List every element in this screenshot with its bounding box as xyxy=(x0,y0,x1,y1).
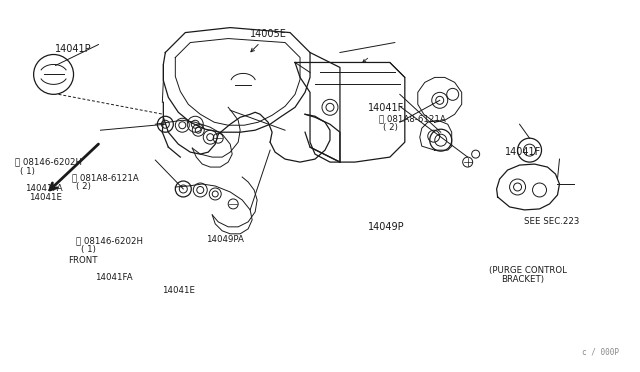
Text: ( 2): ( 2) xyxy=(76,182,91,191)
Text: 14049PA: 14049PA xyxy=(206,235,244,244)
Text: 14041FA: 14041FA xyxy=(25,185,63,193)
Text: ( 2): ( 2) xyxy=(383,123,397,132)
Text: 14041F: 14041F xyxy=(368,103,404,113)
Text: 14041P: 14041P xyxy=(55,44,92,54)
Text: 14005E: 14005E xyxy=(250,29,287,39)
Text: ( 1): ( 1) xyxy=(20,167,35,176)
Text: BRACKET): BRACKET) xyxy=(501,275,545,284)
Text: Ⓑ 081A8-6121A: Ⓑ 081A8-6121A xyxy=(379,114,445,123)
Text: 14041F: 14041F xyxy=(505,147,541,157)
Text: 14041E: 14041E xyxy=(162,286,195,295)
Text: (PURGE CONTROL: (PURGE CONTROL xyxy=(489,266,567,275)
Text: Ⓑ 08146-6202H: Ⓑ 08146-6202H xyxy=(76,236,143,246)
Text: 14041E: 14041E xyxy=(29,193,62,202)
Text: FRONT: FRONT xyxy=(68,256,97,265)
Text: 14049P: 14049P xyxy=(368,222,404,232)
Text: Ⓑ 08146-6202H: Ⓑ 08146-6202H xyxy=(15,157,82,166)
Text: Ⓑ 081A8-6121A: Ⓑ 081A8-6121A xyxy=(72,173,139,182)
Text: 14041FA: 14041FA xyxy=(95,273,133,282)
Text: c / 000P: c / 000P xyxy=(582,347,620,356)
Text: ( 1): ( 1) xyxy=(81,245,96,254)
Text: SEE SEC.223: SEE SEC.223 xyxy=(524,217,580,226)
